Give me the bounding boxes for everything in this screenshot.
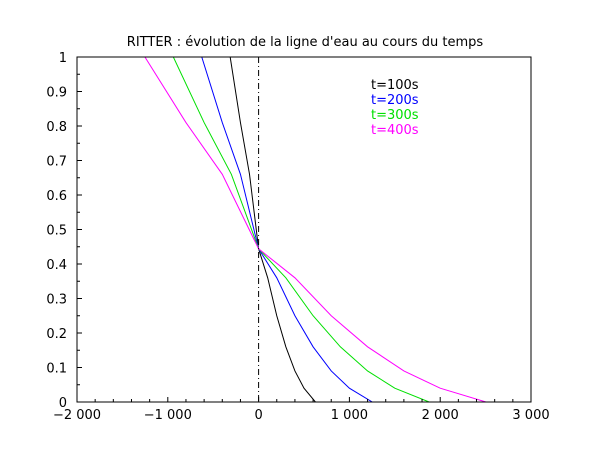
y-tick-label: 1: [59, 51, 67, 66]
legend-entry-3: t=300s: [371, 108, 419, 123]
series-line-3: [172, 57, 430, 402]
legend-entry-1: t=100s: [371, 78, 419, 93]
legend-entry-2: t=200s: [371, 93, 419, 108]
legend-entry-4: t=400s: [371, 123, 419, 138]
series-line-1: [229, 57, 316, 402]
series-line-4: [144, 57, 487, 402]
y-tick-label: 0.5: [46, 224, 67, 239]
y-tick-label: 0.6: [46, 189, 67, 204]
plot-area: [144, 57, 487, 402]
x-tick-label: 1 000: [331, 408, 368, 423]
y-tick-label: 0.7: [46, 155, 67, 170]
chart-title: RITTER : évolution de la ligne d'eau au …: [127, 35, 484, 50]
y-tick-label: 0.8: [46, 120, 67, 135]
plot-frame: [76, 56, 532, 403]
series-line-2: [201, 57, 373, 402]
y-tick-label: 0.4: [46, 258, 67, 273]
x-tick-label: 2 000: [422, 408, 459, 423]
y-tick-label: 0: [59, 396, 67, 411]
x-tick-label: −2 000: [53, 408, 101, 423]
x-tick-label: −1 000: [144, 408, 192, 423]
x-tick-label: 3 000: [512, 408, 549, 423]
x-tick-label: 0: [254, 408, 262, 423]
axes: −2 000 −1 000 0 1 000 2 000 3 000 0 0.1 0.2 0.3 0.…: [46, 51, 549, 423]
y-tick-label: 0.1: [46, 362, 67, 377]
y-tick-label: 0.9: [46, 86, 67, 101]
y-tick-label: 0.2: [46, 327, 67, 342]
y-tick-label: 0.3: [46, 293, 67, 308]
